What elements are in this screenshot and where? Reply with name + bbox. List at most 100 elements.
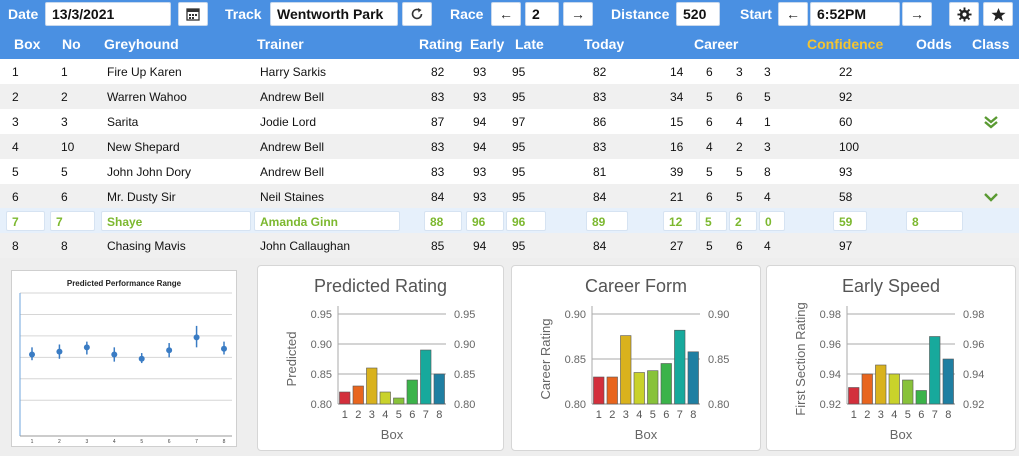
cell-career-starts[interactable]: 12 [663, 211, 697, 231]
cell-greyhound[interactable]: Shaye [101, 211, 251, 231]
cell-late[interactable]: 96 [506, 211, 546, 231]
x-axis-label: Box [890, 427, 913, 442]
settings-button[interactable] [949, 2, 979, 26]
x-tick-label: 5 [905, 409, 911, 421]
bar [420, 349, 432, 405]
track-field[interactable]: Wentworth Park [270, 2, 398, 26]
cell-confidence: 58 [839, 190, 853, 204]
cell-rating: 83 [431, 165, 445, 179]
cell-box: 3 [12, 115, 19, 129]
col-confidence[interactable]: Confidence [807, 36, 884, 52]
col-no[interactable]: No [62, 36, 81, 52]
chart-title: Predicted Performance Range [66, 279, 182, 288]
chevron-down-icon[interactable] [983, 191, 999, 203]
race-field[interactable]: 2 [525, 2, 559, 26]
cell-trainer: Andrew Bell [260, 140, 325, 154]
cell-greyhound: Chasing Mavis [107, 239, 186, 253]
col-box[interactable]: Box [14, 36, 41, 52]
cell-trainer[interactable]: Amanda Ginn [254, 211, 400, 231]
col-late[interactable]: Late [515, 36, 544, 52]
calendar-button[interactable] [178, 2, 208, 26]
y-tick-label: 0.95 [454, 309, 475, 321]
cell-career-wins[interactable]: 5 [699, 211, 727, 231]
bar [606, 376, 618, 405]
y-tick-label: 0.94 [820, 369, 841, 381]
cell-trainer: Neil Staines [260, 190, 325, 204]
cell-career-seconds[interactable]: 2 [729, 211, 757, 231]
x-tick-label: 3 [369, 409, 375, 421]
predicted-rating-panel: Predicted Rating 0.95 0.95 0.90 0.90 0.85 0.8… [257, 265, 504, 451]
cell-confidence[interactable]: 59 [833, 211, 867, 231]
table-row[interactable]: 1 1 Fire Up Karen Harry Sarkis 82 93 95 … [0, 59, 1019, 84]
start-time-field[interactable]: 6:52PM [810, 2, 900, 26]
double-chevron-down-icon[interactable] [983, 114, 999, 130]
col-odds[interactable]: Odds [916, 36, 952, 52]
col-greyhound[interactable]: Greyhound [104, 36, 179, 52]
cell-career-seconds: 6 [736, 239, 743, 253]
table-row[interactable]: 6 6 Mr. Dusty Sir Neil Staines 84 93 95 … [0, 184, 1019, 209]
cell-rating: 87 [431, 115, 445, 129]
x-tick-label: 4 [891, 409, 897, 421]
col-rating[interactable]: Rating [419, 36, 463, 52]
cell-early: 93 [473, 90, 487, 104]
bar [915, 390, 927, 405]
cell-early: 94 [473, 140, 487, 154]
bar [902, 379, 914, 405]
start-next-button[interactable]: → [902, 2, 932, 26]
bar [888, 373, 900, 405]
cell-trainer: Andrew Bell [260, 90, 325, 104]
cell-rating: 83 [431, 90, 445, 104]
start-prev-button[interactable]: ← [778, 2, 808, 26]
table-row[interactable]: 2 2 Warren Wahoo Andrew Bell 83 93 95 83… [0, 84, 1019, 109]
bar [687, 351, 699, 405]
distance-field[interactable]: 520 [676, 2, 720, 26]
cell-odds[interactable]: 8 [906, 211, 963, 231]
table-row[interactable]: 3 3 Sarita Jodie Lord 87 94 97 86 15 6 4… [0, 109, 1019, 134]
cell-career-wins: 5 [706, 239, 713, 253]
bar [633, 372, 645, 405]
cell-today: 82 [593, 65, 607, 79]
col-today[interactable]: Today [584, 36, 625, 52]
cell-rating: 82 [431, 65, 445, 79]
y-tick-label: 0.85 [708, 354, 729, 366]
cell-confidence: 22 [839, 65, 853, 79]
table-row-selected[interactable]: 7 7 Shaye Amanda Ginn 88 96 96 89 12 5 2… [0, 208, 1019, 233]
col-career[interactable]: Career [694, 36, 739, 52]
x-tick-label: 7 [423, 409, 429, 421]
refresh-icon [411, 8, 423, 20]
calendar-icon [186, 8, 200, 21]
cell-box: 2 [12, 90, 19, 104]
bar [848, 387, 860, 405]
date-field[interactable]: 13/3/2021 [45, 2, 171, 26]
cell-career-seconds: 5 [736, 190, 743, 204]
col-early[interactable]: Early [470, 36, 505, 52]
col-class[interactable]: Class [972, 36, 1010, 52]
cell-box[interactable]: 7 [6, 211, 45, 231]
bar [379, 391, 391, 405]
cell-career-thirds: 4 [764, 190, 771, 204]
cell-no[interactable]: 7 [50, 211, 95, 231]
cell-today: 81 [593, 165, 607, 179]
cell-rating[interactable]: 88 [424, 211, 462, 231]
x-tick-label: 1 [851, 409, 857, 421]
favorite-button[interactable] [983, 2, 1013, 26]
y-tick-label: 0.85 [311, 369, 332, 381]
x-axis-label: Box [635, 427, 658, 442]
refresh-button[interactable] [402, 2, 432, 26]
race-prev-button[interactable]: ← [491, 2, 521, 26]
tick-label: 7 [195, 439, 198, 445]
col-trainer[interactable]: Trainer [257, 36, 304, 52]
performance-range-chart: Predicted Performance Range 1 2 3 4 5 6 7 8 [11, 270, 237, 447]
cell-today[interactable]: 89 [586, 211, 628, 231]
table-row[interactable]: 4 10 New Shepard Andrew Bell 83 94 95 83… [0, 134, 1019, 159]
table-row[interactable]: 8 8 Chasing Mavis John Callaughan 85 94 … [0, 233, 1019, 258]
cell-today: 83 [593, 140, 607, 154]
career-form-chart: 0.90 0.90 0.85 0.85 0.80 0.80 1 2 3 4 5 6 7 8 Box Caree… [538, 306, 729, 442]
cell-early[interactable]: 96 [466, 211, 504, 231]
x-tick-label: 2 [864, 409, 870, 421]
cell-career-thirds[interactable]: 0 [759, 211, 785, 231]
table-row[interactable]: 5 5 John John Dory Andrew Bell 83 93 95 … [0, 159, 1019, 184]
x-tick-label: 5 [650, 409, 656, 421]
race-next-button[interactable]: → [563, 2, 593, 26]
cell-late: 95 [512, 140, 526, 154]
